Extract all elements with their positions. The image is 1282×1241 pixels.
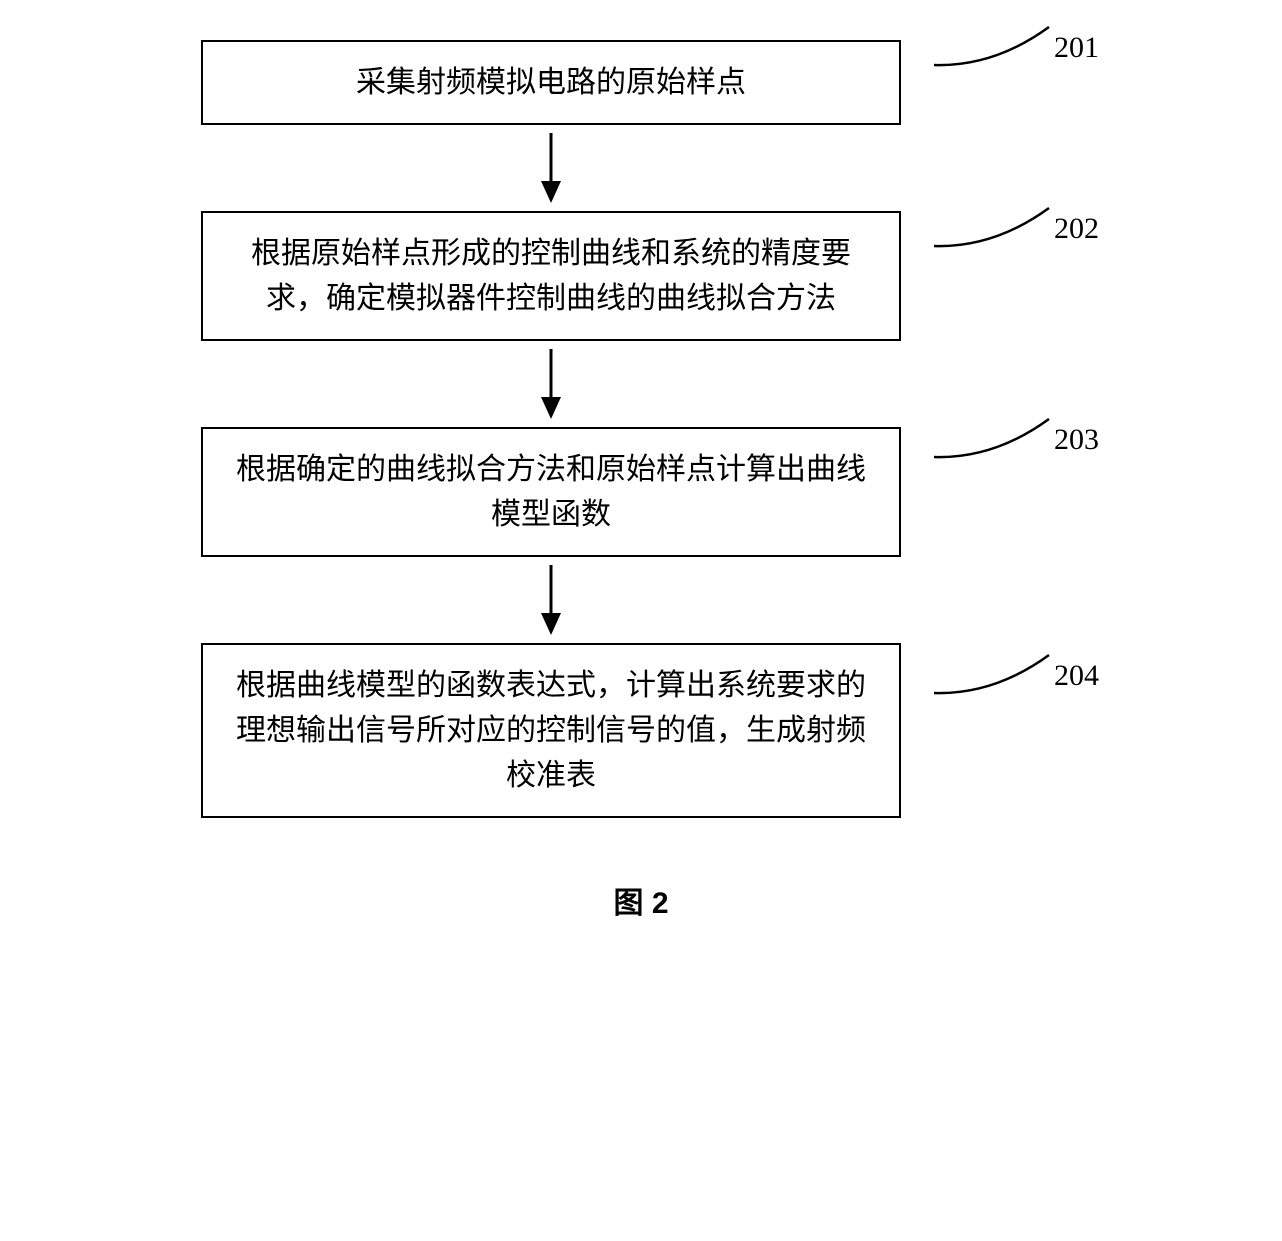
figure-caption: 图 2 <box>141 878 1141 922</box>
step-number: 202 <box>1054 206 1099 251</box>
flowchart-row: 采集射频模拟电路的原始样点 201 <box>141 40 1141 125</box>
arrow-down-icon <box>536 133 566 203</box>
flowchart-container: 采集射频模拟电路的原始样点 201 根据原始样点形成的控制曲线和系统的精度要求，… <box>141 40 1141 922</box>
step-text: 根据确定的曲线拟合方法和原始样点计算出曲线模型函数 <box>236 453 866 531</box>
flowchart-step-box: 根据确定的曲线拟合方法和原始样点计算出曲线模型函数 203 <box>201 427 901 557</box>
step-label-group: 201 <box>934 17 1099 77</box>
flowchart-step-box: 根据曲线模型的函数表达式，计算出系统要求的理想输出信号所对应的控制信号的值，生成… <box>201 643 901 818</box>
step-number: 204 <box>1054 653 1099 698</box>
flowchart-row: 根据原始样点形成的控制曲线和系统的精度要求，确定模拟器件控制曲线的曲线拟合方法 … <box>141 211 1141 341</box>
arrow-down-icon <box>536 565 566 635</box>
connector-curve <box>934 17 1054 77</box>
connector-curve <box>934 409 1054 469</box>
connector-curve <box>934 198 1054 258</box>
flowchart-step-box: 采集射频模拟电路的原始样点 201 <box>201 40 901 125</box>
step-label-group: 203 <box>934 409 1099 469</box>
step-text: 采集射频模拟电路的原始样点 <box>356 66 746 99</box>
arrow-container <box>201 341 901 427</box>
step-text: 根据曲线模型的函数表达式，计算出系统要求的理想输出信号所对应的控制信号的值，生成… <box>236 669 866 792</box>
connector-curve <box>934 645 1054 705</box>
step-label-group: 204 <box>934 645 1099 705</box>
flowchart-row: 根据确定的曲线拟合方法和原始样点计算出曲线模型函数 203 <box>141 427 1141 557</box>
arrow-container <box>201 125 901 211</box>
flowchart-row: 根据曲线模型的函数表达式，计算出系统要求的理想输出信号所对应的控制信号的值，生成… <box>141 643 1141 818</box>
flowchart-step-box: 根据原始样点形成的控制曲线和系统的精度要求，确定模拟器件控制曲线的曲线拟合方法 … <box>201 211 901 341</box>
arrow-down-icon <box>536 349 566 419</box>
step-number: 201 <box>1054 25 1099 70</box>
arrow-container <box>201 557 901 643</box>
step-text: 根据原始样点形成的控制曲线和系统的精度要求，确定模拟器件控制曲线的曲线拟合方法 <box>251 237 851 315</box>
step-label-group: 202 <box>934 198 1099 258</box>
step-number: 203 <box>1054 417 1099 462</box>
